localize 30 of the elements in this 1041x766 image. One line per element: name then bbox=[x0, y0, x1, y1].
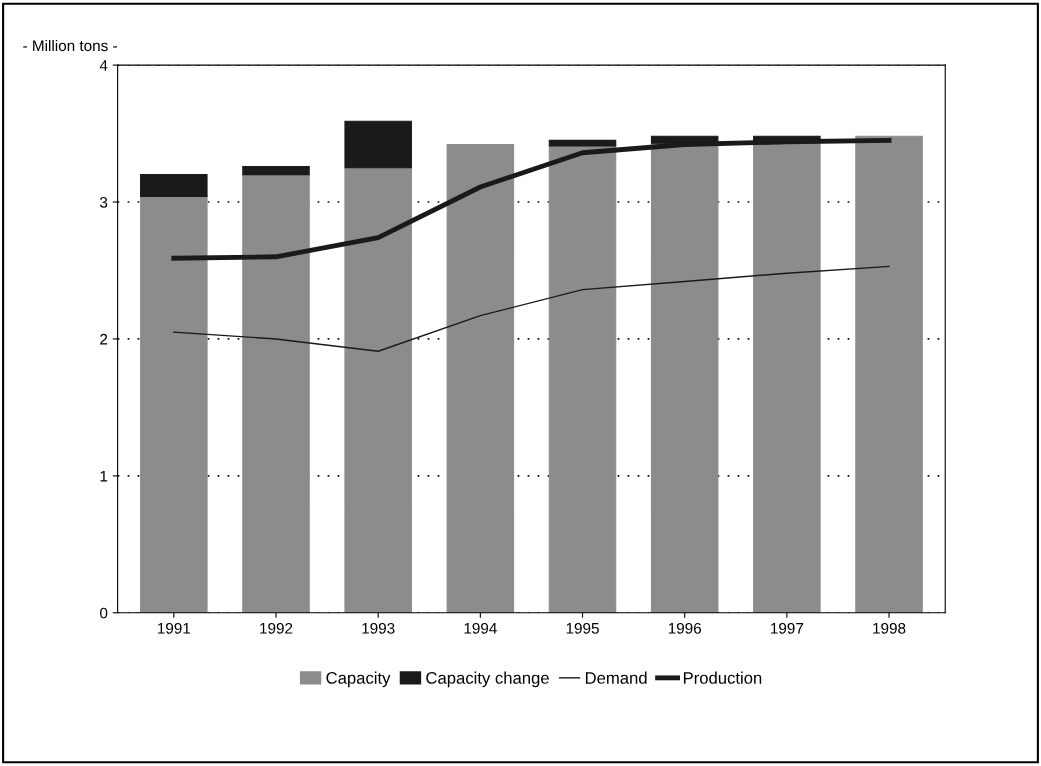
x-tick-label: 1996 bbox=[668, 622, 702, 634]
line-series bbox=[171, 137, 892, 261]
line-series bbox=[173, 265, 890, 352]
bar bbox=[242, 174, 310, 613]
y-axis-title: - Million tons - bbox=[23, 39, 117, 52]
y-tick-label: 3 bbox=[100, 196, 108, 208]
x-tick-label: 1994 bbox=[464, 622, 497, 634]
bar bbox=[344, 167, 412, 613]
x-tick-label: 1991 bbox=[158, 622, 191, 634]
legend-label: Demand bbox=[585, 671, 647, 684]
bar bbox=[344, 120, 412, 169]
legend-label: Production bbox=[683, 671, 762, 684]
bar bbox=[242, 165, 310, 176]
y-tick-label: 2 bbox=[100, 333, 108, 345]
bar bbox=[650, 142, 719, 613]
bar bbox=[446, 143, 515, 613]
bar bbox=[548, 145, 617, 613]
legend-label: Capacity change bbox=[426, 671, 549, 688]
y-tick-label: 0 bbox=[100, 607, 108, 619]
legend-label: Capacity bbox=[326, 671, 391, 688]
x-tick-label: 1995 bbox=[566, 622, 599, 634]
x-tick-label: 1998 bbox=[873, 622, 906, 634]
bar bbox=[140, 174, 208, 198]
y-tick-label: 1 bbox=[100, 470, 108, 482]
bar bbox=[855, 135, 923, 613]
x-tick-label: 1997 bbox=[771, 622, 804, 634]
bar bbox=[140, 196, 208, 613]
x-tick-label: 1992 bbox=[260, 622, 293, 634]
y-tick-label: 4 bbox=[99, 60, 108, 71]
x-tick-label: 1993 bbox=[362, 622, 395, 634]
